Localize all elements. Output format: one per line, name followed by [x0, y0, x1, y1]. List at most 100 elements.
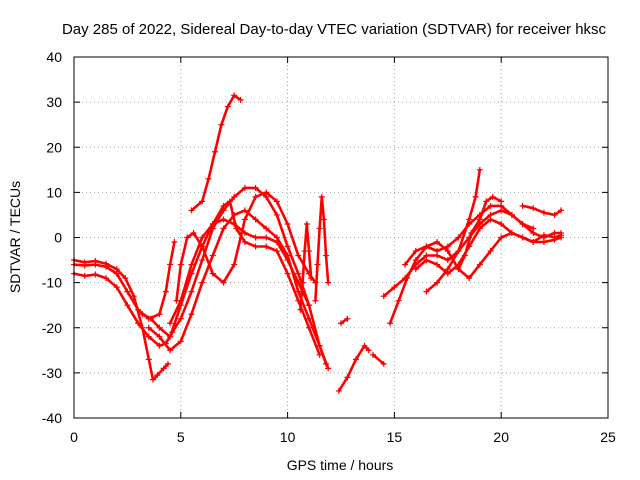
y-tick-label: 10 [46, 184, 62, 200]
data-point [160, 365, 167, 372]
y-axis-label: SDTVAR / TECUs [7, 181, 23, 293]
data-point [395, 297, 402, 304]
data-point [188, 288, 195, 295]
data-point [167, 333, 174, 340]
data-point [103, 263, 110, 270]
data-point [263, 234, 270, 241]
data-point [145, 356, 152, 363]
data-point [156, 324, 163, 331]
data-point [352, 356, 359, 363]
x-tick-label: 20 [493, 429, 509, 445]
data-point [412, 248, 419, 255]
data-point [252, 243, 259, 250]
series-sat-a [72, 258, 170, 381]
tick-labels: 0 5 10 15 20 25 -40 -30 -20 -10 0 10 20 30 40 [42, 49, 616, 445]
data-point [297, 306, 304, 313]
data-point [335, 387, 342, 394]
data-point [519, 202, 526, 209]
data-point [147, 315, 154, 322]
data-point [130, 293, 137, 300]
data-point [466, 243, 473, 250]
data-point [284, 243, 291, 250]
data-point [231, 92, 238, 99]
data-point [252, 234, 259, 241]
data-point [466, 275, 473, 282]
data-point [92, 261, 99, 268]
data-point [323, 252, 330, 259]
data-point [316, 225, 323, 232]
data-point [145, 324, 152, 331]
data-point [380, 360, 387, 367]
grid-lines [73, 56, 609, 419]
data-point [81, 272, 88, 279]
data-point [540, 209, 547, 216]
data-point [558, 232, 565, 239]
data-point [540, 232, 547, 239]
data-point [156, 311, 163, 318]
data-point [295, 252, 302, 259]
series-sat-s [521, 204, 563, 217]
data-point [476, 216, 483, 223]
data-point [135, 320, 142, 327]
data-point [305, 302, 312, 309]
series-sat-c [72, 240, 176, 320]
series-sat-k [337, 344, 371, 393]
data-point [241, 239, 248, 246]
data-point [412, 257, 419, 264]
data-point [226, 198, 233, 205]
data-point [320, 216, 327, 223]
data-point [81, 262, 88, 269]
data-point [237, 96, 244, 103]
data-point [150, 376, 157, 383]
data-point [113, 270, 120, 277]
chart-title: Day 285 of 2022, Sidereal Day-to-day VTE… [62, 21, 607, 38]
data-point [551, 211, 558, 218]
data-point [498, 198, 505, 205]
y-tick-label: -40 [42, 410, 62, 426]
data-point [468, 229, 475, 236]
data-point [167, 347, 174, 354]
data-point [338, 320, 344, 327]
data-point [224, 103, 231, 110]
data-point [476, 225, 483, 232]
y-tick-label: -10 [42, 275, 62, 291]
data-point [434, 248, 441, 255]
data-point [241, 207, 248, 214]
data-point [489, 193, 496, 200]
data-point [220, 216, 227, 223]
data-point [344, 315, 351, 322]
data-point [412, 266, 419, 273]
data-point [199, 243, 206, 250]
y-tick-label: 30 [46, 94, 62, 110]
data-point [154, 372, 161, 379]
data-point [220, 202, 227, 209]
data-point [273, 211, 280, 218]
data-point [284, 270, 291, 277]
data-point [314, 261, 321, 268]
x-tick-label: 5 [177, 429, 185, 445]
data-point [487, 202, 494, 209]
data-point [455, 248, 462, 255]
data-point [209, 270, 216, 277]
y-tick-label: 0 [54, 230, 62, 246]
data-point [487, 248, 494, 255]
data-point [190, 229, 197, 236]
x-tick-label: 0 [70, 429, 78, 445]
data-point [316, 342, 323, 349]
data-point [387, 320, 394, 327]
data-point [466, 216, 473, 223]
data-point [273, 248, 280, 255]
series-sat-b [72, 186, 330, 370]
y-tick-label: 40 [46, 49, 62, 65]
data-point [361, 342, 368, 349]
data-point [325, 365, 332, 372]
data-point [434, 239, 441, 246]
data-point [308, 275, 315, 282]
data-point [316, 351, 323, 358]
data-point [184, 234, 191, 241]
data-point [124, 288, 131, 295]
data-point [404, 275, 411, 282]
data-point [135, 306, 142, 313]
data-point [173, 297, 180, 304]
